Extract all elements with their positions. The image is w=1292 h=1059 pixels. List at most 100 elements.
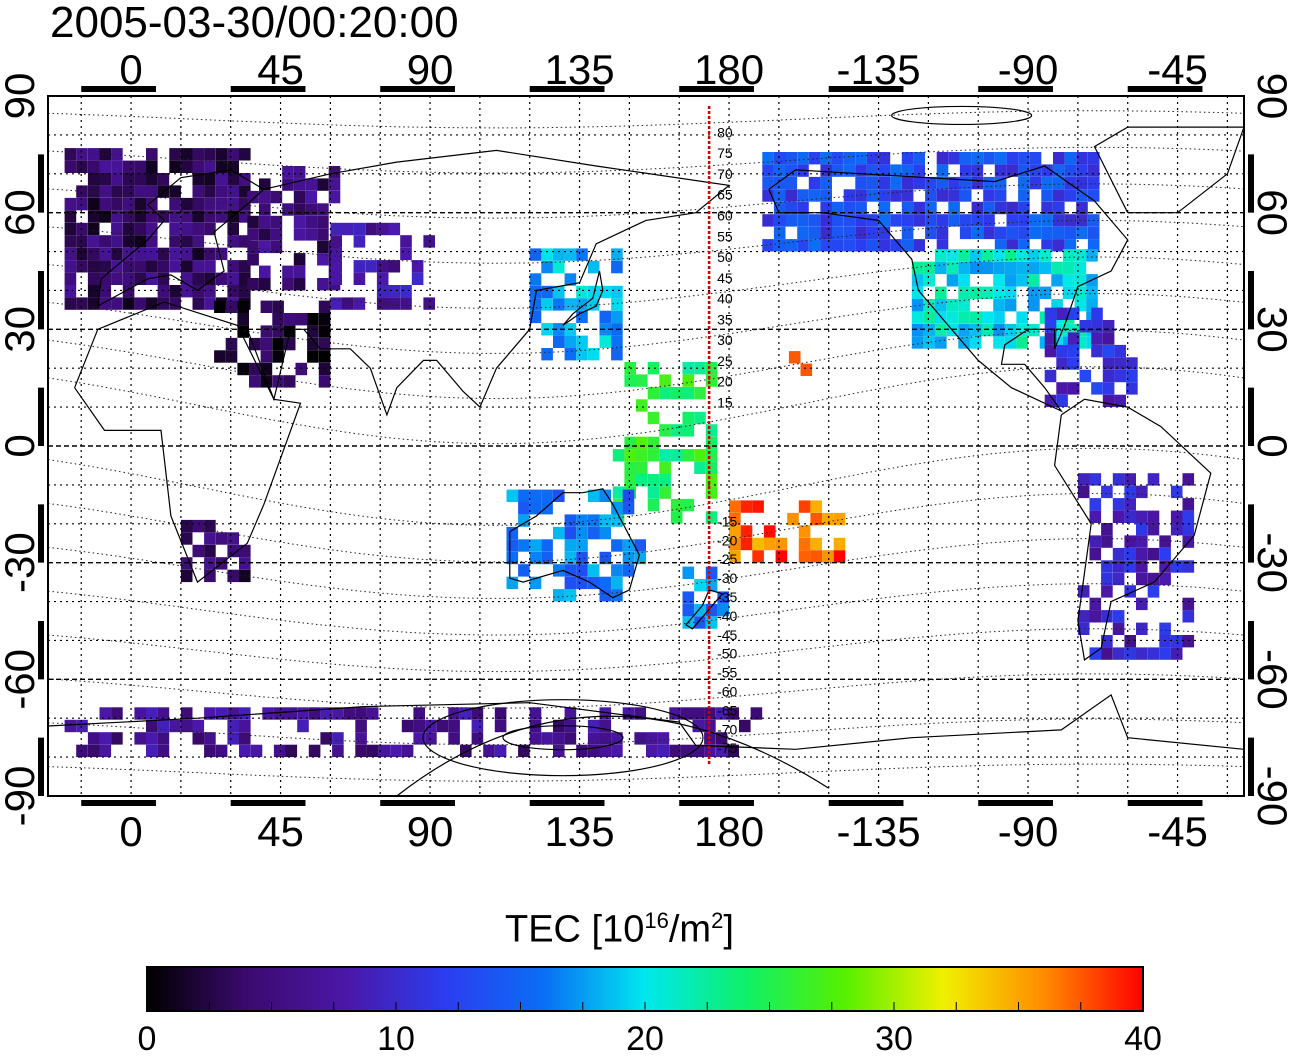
tec-cell [239, 210, 251, 223]
tec-cell [958, 299, 970, 312]
tec-cell [936, 239, 949, 252]
colorbar-title-text: TEC [10 [505, 908, 645, 951]
tec-cell [122, 285, 135, 298]
tec-cell [169, 235, 181, 248]
tec-cell [1182, 510, 1195, 523]
tec-cell [1006, 226, 1019, 240]
tec-cell [923, 336, 935, 349]
tec-cell [587, 526, 600, 540]
tec-cell [192, 272, 205, 285]
tec-cell [355, 744, 367, 758]
tec-cell [682, 603, 695, 617]
tec-cell [365, 222, 377, 236]
tec-cell [76, 235, 88, 248]
tec-cell [1182, 635, 1195, 648]
tec-cell [705, 449, 718, 462]
tec-cell [647, 436, 660, 450]
tec-cell [1102, 357, 1115, 370]
tec-cell [239, 285, 251, 298]
tec-cell [1147, 510, 1160, 523]
tec-cell [762, 189, 774, 202]
tec-cell [948, 152, 960, 165]
tec-cell [1064, 189, 1077, 202]
tec-cell [890, 214, 902, 227]
tec-cell [146, 707, 158, 720]
tec-cell [611, 502, 623, 515]
tec-cell [946, 311, 959, 324]
tec-cell [773, 164, 786, 177]
tec-cell [483, 744, 495, 758]
tec-cell [808, 176, 821, 190]
tec-cell [401, 719, 414, 733]
tec-cell [169, 260, 181, 273]
tec-cell [657, 744, 670, 758]
tec-cell [64, 235, 77, 248]
tec-cell [785, 214, 798, 227]
tec-cell [541, 551, 553, 565]
tec-cell [646, 732, 658, 745]
tec-cell [99, 285, 112, 298]
left-axis-label: 30 [0, 306, 43, 353]
tec-cell [587, 260, 600, 274]
tec-cell [1112, 510, 1125, 523]
tec-cell [1016, 274, 1028, 287]
tec-cell [1089, 647, 1102, 660]
tec-cell [935, 323, 947, 337]
tec-cell [787, 512, 799, 526]
tec-cell [227, 185, 239, 198]
tec-cell [1136, 560, 1148, 573]
tec-cell [647, 411, 660, 425]
tec-cell [1018, 226, 1030, 240]
tec-cell [669, 707, 681, 720]
meridian-label: -40 [717, 608, 737, 624]
tec-cell [705, 374, 718, 387]
tec-cell [270, 240, 283, 254]
meridian-label: 50 [717, 249, 733, 265]
tec-cell [624, 374, 636, 387]
tec-cell [249, 337, 261, 351]
tec-data-layer [64, 148, 1195, 758]
tec-cell [76, 197, 88, 211]
magnetic-contour [47, 673, 1245, 709]
coast-europe [97, 169, 265, 307]
left-axis-label: -60 [0, 649, 43, 710]
tec-cell [822, 512, 834, 526]
tec-cell [994, 176, 1007, 190]
tec-cell [318, 325, 331, 338]
tec-cell [1041, 214, 1053, 227]
tec-cell [797, 152, 809, 165]
tec-cell [576, 539, 588, 552]
tec-cell [317, 228, 329, 241]
tec-cell [146, 197, 158, 211]
tec-cell [1159, 635, 1171, 648]
tec-cell [1124, 635, 1136, 648]
tec-cell [169, 222, 181, 236]
tec-cell [855, 226, 867, 240]
tec-cell [1029, 152, 1042, 165]
tec-cell [729, 550, 741, 563]
tec-cell [1067, 344, 1080, 358]
tec-cell [204, 732, 216, 745]
tec-cell [87, 744, 100, 758]
tec-cell [1076, 152, 1088, 165]
tec-cell [1124, 510, 1136, 523]
meridian-label: 40 [717, 291, 733, 307]
tec-cell [180, 532, 193, 545]
tec-cell [99, 185, 112, 198]
tec-cell [293, 178, 306, 191]
tec-cell [866, 214, 879, 227]
tec-cell [959, 176, 972, 190]
tec-cell [994, 226, 1007, 240]
meridian-label: -55 [717, 665, 737, 681]
tec-cell [611, 732, 623, 745]
tec-cell [305, 203, 318, 216]
tec-cell [705, 579, 718, 592]
tec-cell [843, 201, 856, 215]
tec-cell [788, 351, 801, 364]
tec-cell [682, 424, 695, 437]
tec-cell [1004, 299, 1017, 312]
tec-cell [111, 272, 123, 285]
tec-cell [353, 235, 366, 248]
meridian-label: 55 [717, 228, 733, 244]
tec-cell [994, 189, 1007, 202]
